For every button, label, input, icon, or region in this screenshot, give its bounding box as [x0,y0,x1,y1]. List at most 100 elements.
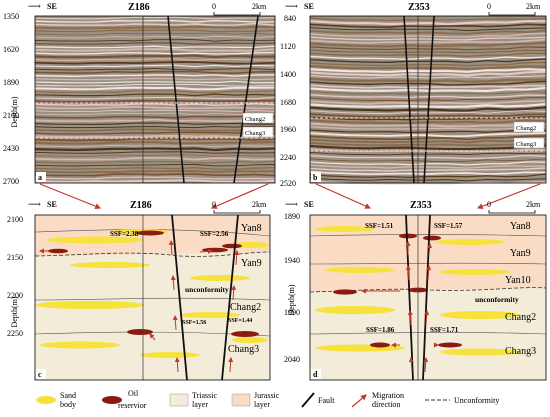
seismic-reflection [309,86,547,93]
ssf-label: SSF=1.86 [366,326,395,334]
scale-zero: 0 [212,200,216,209]
seismic-reflection [34,141,276,145]
panel-letter: b [313,173,318,182]
seismic-reflection [34,48,276,52]
scale-zero: 0 [487,200,491,209]
sand-body [47,236,143,244]
migration-arrow [426,265,432,281]
migration-arrow [199,248,213,254]
direction-arrow-icon: ⟶ [28,1,41,11]
sand-body [435,239,505,245]
seismic-reflection [34,90,276,93]
seismic-reflection [34,134,275,139]
sand-body [315,306,395,314]
migration-arrow [174,357,180,373]
tick-label: 1990 [284,308,300,317]
panel-letter: a [38,173,42,182]
layer-label: Yan9 [241,258,262,269]
tick-label: 1680 [280,98,296,107]
oil-reservoir [231,331,259,337]
tick-label: 2250 [7,329,23,338]
seismic-reflection [34,151,276,154]
oil-reservoir [438,342,462,348]
scale-label: 2km [526,2,541,11]
seismic-reflection [34,35,276,39]
seismic-reflection [34,74,276,78]
tick-label: 2200 [7,291,23,300]
oil-reservoir [333,289,357,295]
seismic-reflection [34,160,276,164]
seismic-reflection [34,96,276,100]
frame [309,15,547,184]
tick-label: 2520 [280,179,296,188]
seismic-reflection [309,75,547,79]
seismic-reflection [309,61,547,67]
tick-label: 1350 [3,12,19,21]
ssf-label: SSF=2.56 [200,230,229,238]
seismic-reflection [34,32,276,36]
seismic-reflection [34,105,276,110]
seismic-reflection [309,141,547,147]
unconformity-label: unconformity [185,285,229,294]
legend-triassic-label: Triassic [192,391,217,400]
seismic-reflection [309,132,547,138]
seismic-reflection [34,25,276,30]
seismic-reflection [309,17,547,22]
seismic-reflection [34,77,276,81]
seismic-reflection [309,151,547,156]
seismic-reflection [34,80,276,84]
oil-reservoir [370,342,390,348]
seismic-reflection [34,29,276,33]
seismic-reflection [309,41,547,48]
tick-label: 2240 [280,153,296,162]
direction-arrow-icon: ⟶ [28,199,41,209]
seismic-reflection [34,118,276,123]
seismic-reflection [34,51,276,55]
direction-arrow-icon: ⟶ [285,199,298,209]
seismic-reflections-a [34,16,276,183]
frame [34,214,271,381]
sand-body [70,262,150,268]
direction-label: SE [304,200,314,209]
legend-triassic-label: layer [192,400,208,409]
scale-bar [213,12,261,16]
ssf-label: SSF=1.57 [434,222,463,230]
callout-chang2: Chang2 [516,125,536,132]
direction-label: SE [304,2,314,11]
seismic-reflection [34,86,276,91]
seismic-reflection [34,22,276,26]
seismic-reflection [34,16,276,20]
seismic-reflection [309,58,547,64]
seismic-reflection [34,166,276,170]
seismic-reflection [309,144,547,151]
migration-arrow [427,243,433,256]
seismic-reflection [34,42,276,45]
jurassic-layer-icon [231,393,251,407]
legend-sand-label: body [60,400,76,409]
direction-label: SE [47,2,57,11]
direction-label: SE [47,200,57,209]
callout-box [242,112,274,124]
seismic-reflection [34,67,276,71]
panel-b: ⟶ SE Z353 0 2km Chang2 Chang3 840 1120 1… [280,1,547,188]
seismic-reflection [309,64,547,70]
oil-reservoir [127,329,153,335]
zoom-arrow [39,183,102,210]
well-name: Z186 [130,200,152,211]
y-axis-label: Depth(m) [287,284,296,315]
migration-arrow [170,275,176,291]
panel-d: ⟶ SE Z353 0 2km [284,199,547,381]
layer-boundary [309,234,547,237]
tick-label: 840 [284,14,296,23]
sand-body [232,337,268,343]
legend-fault-label: Fault [318,396,335,405]
seismic-reflection [309,138,547,144]
migration-arrow [424,310,430,326]
panel-letter-bg [36,172,46,182]
seismic-reflection [34,131,276,135]
panel-letter-bg [36,369,46,379]
panel-a: ⟶ SE Z186 0 2km Chang2 Chang3 1350 1620 … [3,1,276,186]
sand-body-icon [36,396,56,404]
seismic-reflection [34,115,276,119]
callout-box [513,121,545,133]
